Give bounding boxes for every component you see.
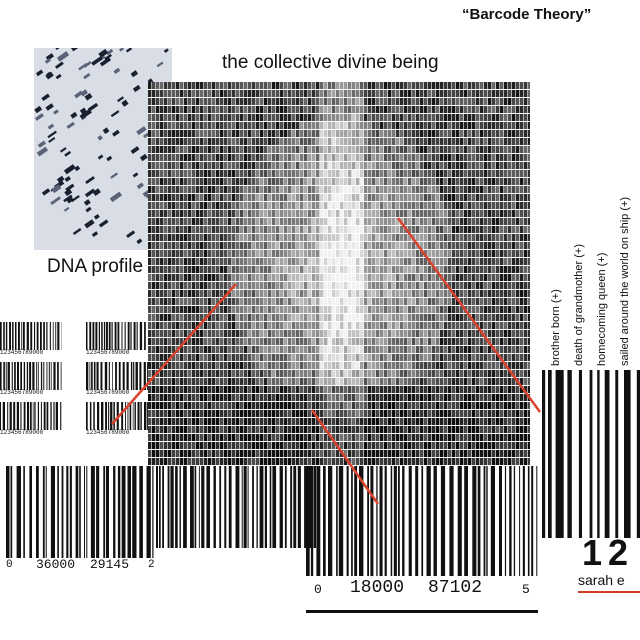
life-event-label: homecoming queen (+) xyxy=(596,252,608,366)
small-barcode: 123456789000 xyxy=(86,402,148,438)
small-barcode: 123456789000 xyxy=(86,362,148,398)
personal-barcode xyxy=(542,370,640,538)
life-event-label: sailed around the world on ship (+) xyxy=(619,196,631,366)
small-barcode: 123456789000 xyxy=(0,322,62,358)
name-underline xyxy=(578,591,640,593)
barcode-face-mosaic xyxy=(148,82,530,466)
page-title: “Barcode Theory” xyxy=(462,6,592,23)
life-event-label: death of grandmother (+) xyxy=(573,244,585,366)
personal-barcode-number: 12 xyxy=(582,532,635,573)
small-barcode: 123456789000 xyxy=(86,322,148,358)
life-events: brother born (+) death of grandmother (+… xyxy=(538,150,638,366)
small-barcode: 123456789000 xyxy=(0,402,62,438)
life-event-label: brother born (+) xyxy=(550,289,562,366)
central-title: the collective divine being xyxy=(222,52,439,73)
mosaic-base-stripes xyxy=(156,466,316,548)
small-barcode: 123456789000 xyxy=(0,362,62,398)
person-name: sarah e xyxy=(578,572,625,588)
bottom-left-barcode: 0 36000 29145 2 xyxy=(6,466,156,576)
bottom-center-barcode: 0 18000 87102 5 xyxy=(306,466,538,616)
dna-profile-label: DNA profile xyxy=(47,256,144,277)
